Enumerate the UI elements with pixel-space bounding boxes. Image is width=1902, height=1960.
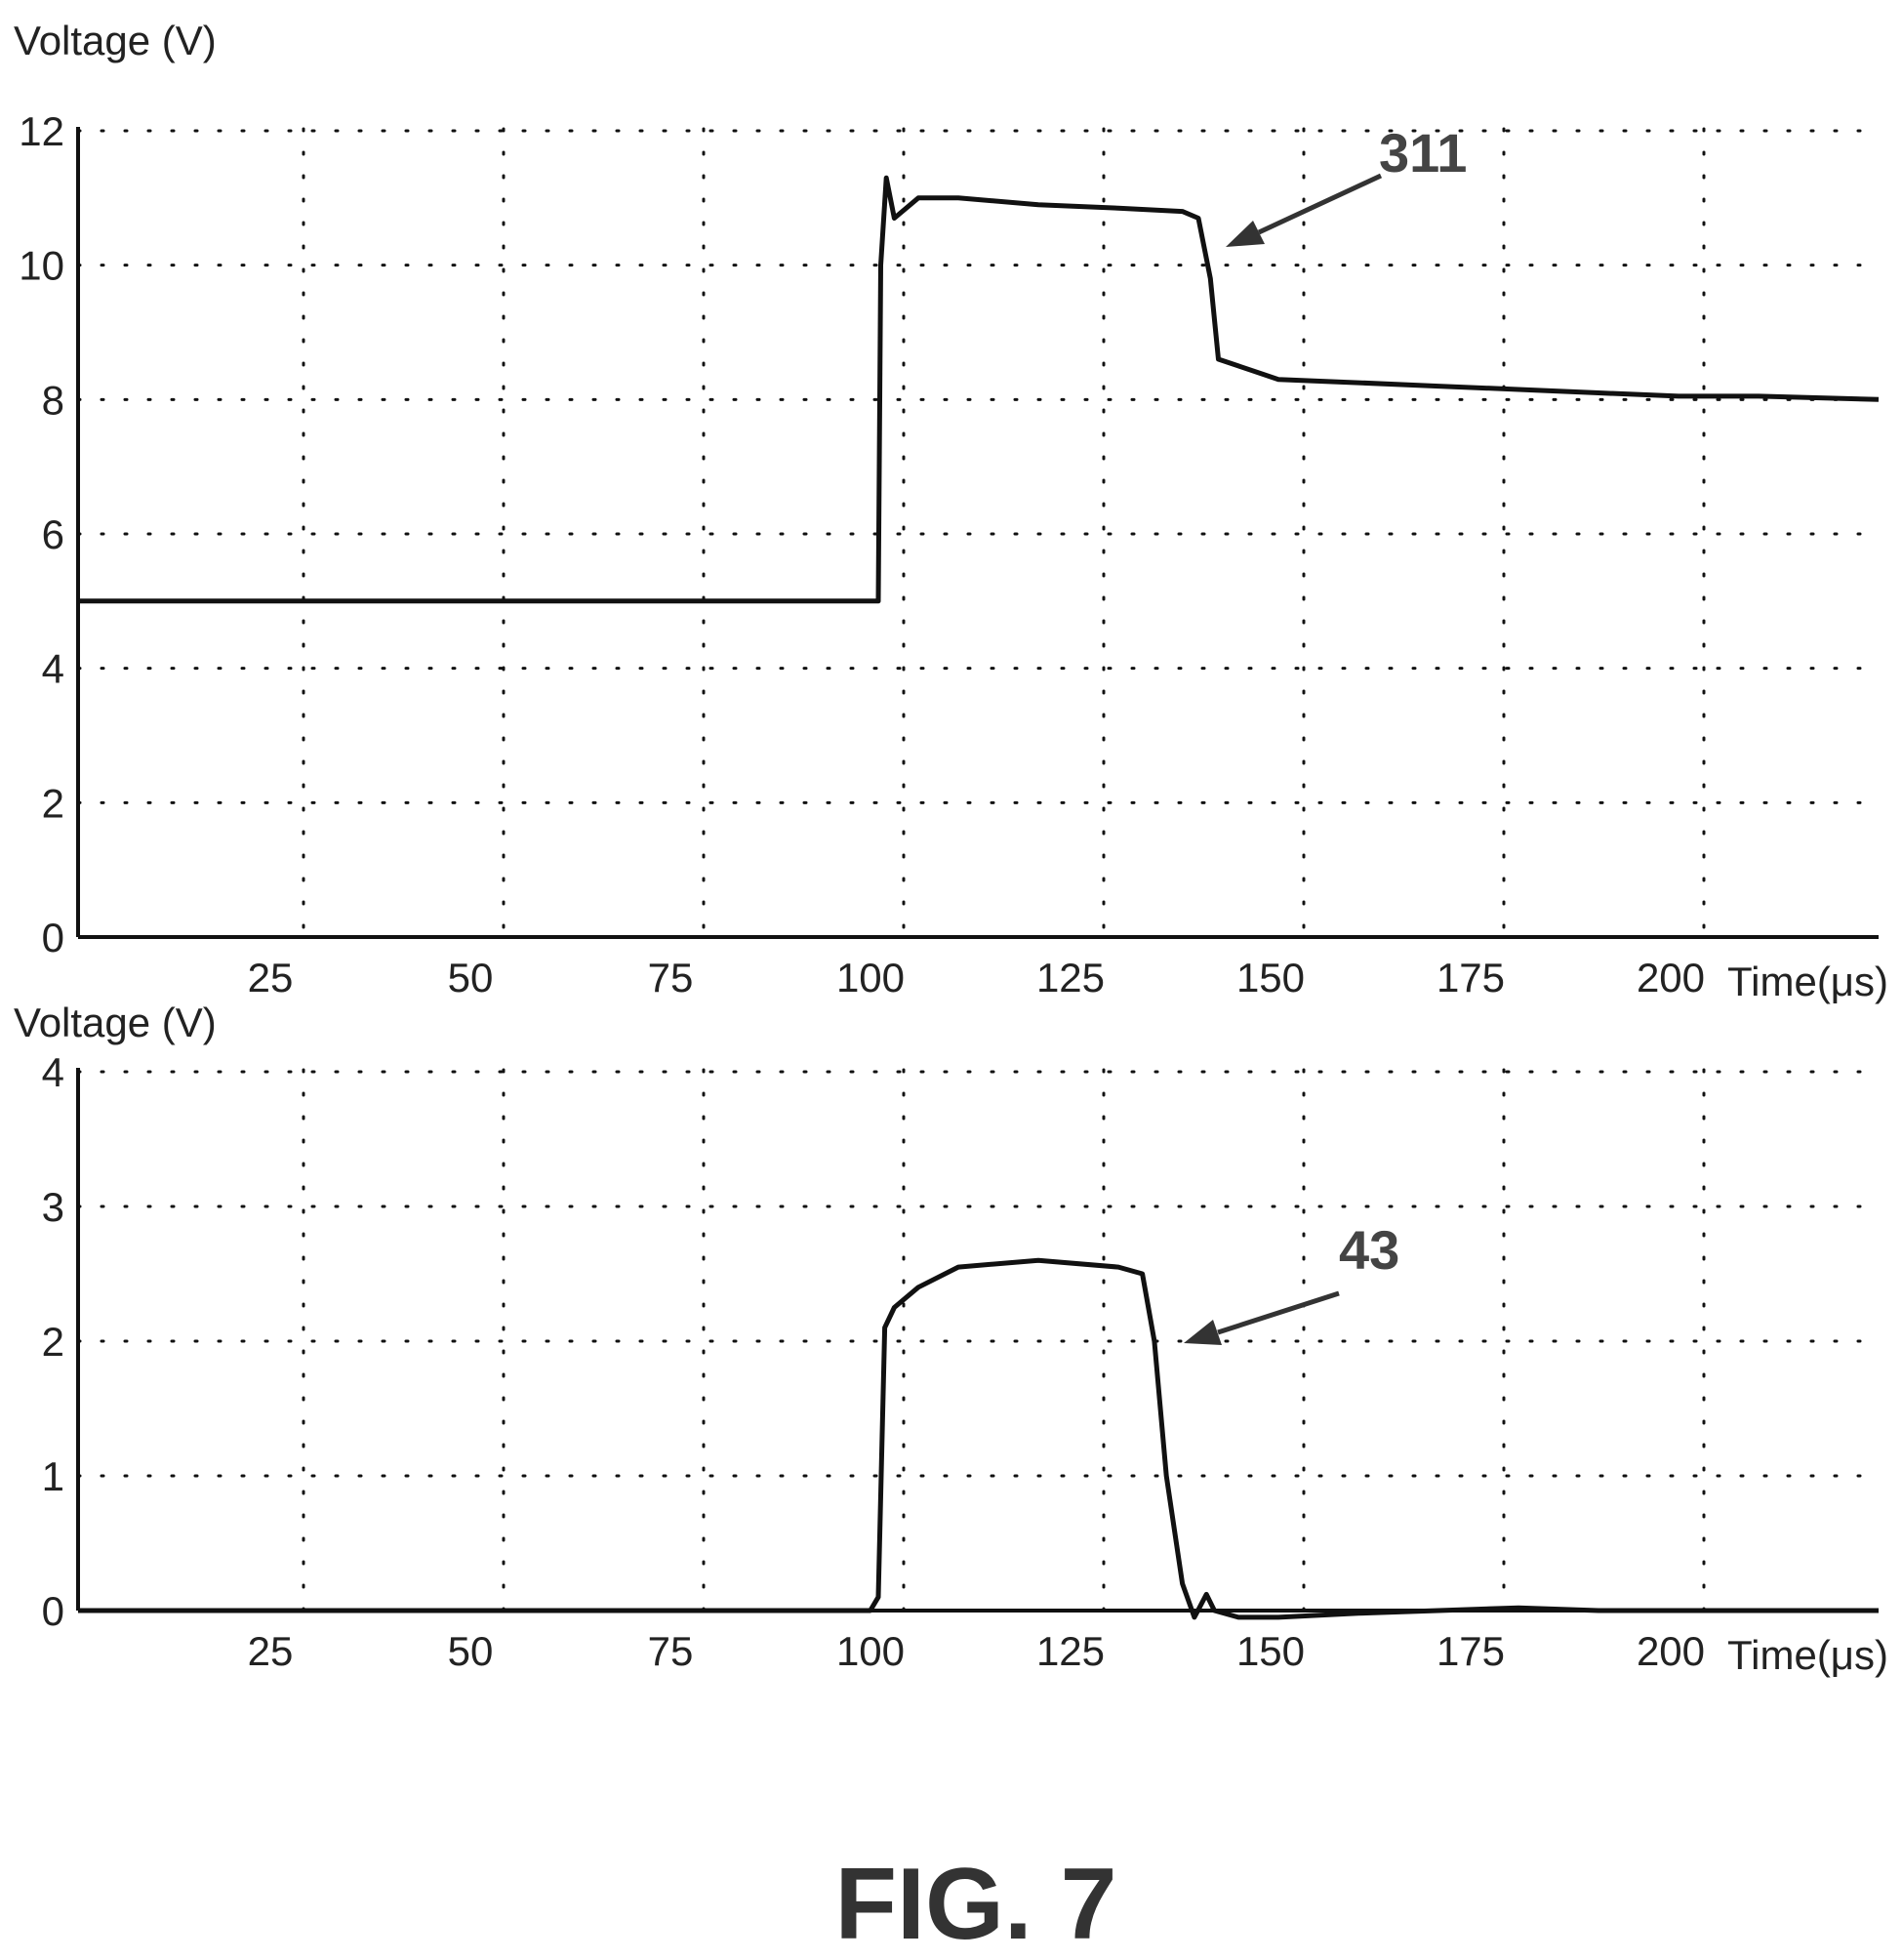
annotation-label: 43 bbox=[1339, 1219, 1399, 1281]
x-axis-label: Time(μs) bbox=[1727, 959, 1888, 1004]
x-tick-label: 200 bbox=[1637, 1628, 1705, 1674]
x-tick-label: 125 bbox=[1036, 955, 1105, 1000]
x-tick-label: 100 bbox=[836, 1628, 905, 1674]
voltage-trace bbox=[78, 1260, 1879, 1617]
y-tick-label: 8 bbox=[42, 377, 64, 423]
grid bbox=[78, 1070, 1879, 1611]
x-tick-label: 50 bbox=[448, 1628, 494, 1674]
y-tick-labels: 0 2 4 6 8 10 12 bbox=[19, 108, 64, 960]
series bbox=[78, 1260, 1879, 1617]
x-tick-label: 100 bbox=[836, 955, 905, 1000]
y-tick-label: 1 bbox=[42, 1453, 64, 1499]
x-axis-label: Time(μs) bbox=[1727, 1632, 1888, 1678]
y-tick-label: 3 bbox=[42, 1184, 64, 1230]
y-tick-label: 0 bbox=[42, 1588, 64, 1634]
y-tick-label: 10 bbox=[19, 243, 64, 289]
y-axis-label: Voltage (V) bbox=[14, 18, 217, 63]
x-tick-label: 75 bbox=[648, 1628, 694, 1674]
annotation-arrow-head bbox=[1184, 1320, 1222, 1345]
annotation-arrow-line bbox=[1259, 176, 1381, 232]
voltage-chart-top: Voltage (V) Time(μs) 0 2 4 6 8 10 12 25 50 75 100… bbox=[14, 18, 1888, 1004]
x-tick-label: 25 bbox=[248, 955, 294, 1000]
voltage-trace bbox=[78, 178, 1879, 601]
axes bbox=[78, 127, 1879, 937]
annotation-arrow-head bbox=[1226, 221, 1265, 247]
x-tick-label: 150 bbox=[1236, 1628, 1305, 1674]
voltage-chart-bottom: Voltage (V) Time(μs) 0 1 2 3 4 25 50 75 100 125 1… bbox=[14, 1000, 1888, 1678]
x-tick-label: 175 bbox=[1437, 955, 1505, 1000]
x-tick-label: 125 bbox=[1036, 1628, 1105, 1674]
x-tick-labels: 25 50 75 100 125 150 175 200 bbox=[248, 1628, 1705, 1674]
figure-caption: FIG. 7 bbox=[835, 1848, 1117, 1960]
y-tick-label: 6 bbox=[42, 511, 64, 557]
y-tick-labels: 0 1 2 3 4 bbox=[42, 1049, 64, 1634]
x-tick-label: 175 bbox=[1437, 1628, 1505, 1674]
y-tick-label: 2 bbox=[42, 780, 64, 826]
series bbox=[78, 178, 1879, 601]
x-tick-labels: 25 50 75 100 125 150 175 200 bbox=[248, 955, 1705, 1000]
y-axis-label: Voltage (V) bbox=[14, 1000, 217, 1045]
annotation-arrow-line bbox=[1218, 1293, 1339, 1332]
grid bbox=[78, 129, 1879, 937]
axes bbox=[78, 1068, 1879, 1611]
x-tick-label: 75 bbox=[648, 955, 694, 1000]
y-tick-label: 0 bbox=[42, 915, 64, 960]
y-tick-label: 12 bbox=[19, 108, 64, 154]
y-tick-label: 4 bbox=[42, 1049, 64, 1095]
annotation-label: 311 bbox=[1379, 122, 1467, 184]
annotation: 311 bbox=[1226, 122, 1467, 247]
y-tick-label: 2 bbox=[42, 1319, 64, 1365]
x-tick-label: 200 bbox=[1637, 955, 1705, 1000]
x-tick-label: 150 bbox=[1236, 955, 1305, 1000]
annotation: 43 bbox=[1184, 1219, 1399, 1345]
x-tick-label: 25 bbox=[248, 1628, 294, 1674]
y-tick-label: 4 bbox=[42, 646, 64, 692]
x-tick-label: 50 bbox=[448, 955, 494, 1000]
